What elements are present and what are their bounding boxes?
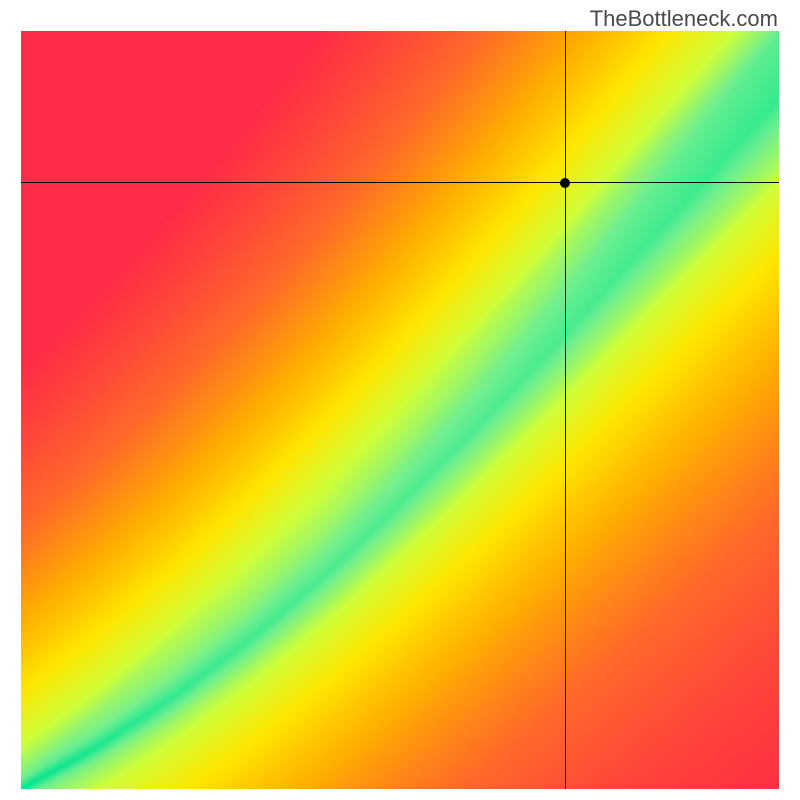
crosshair-vertical-line [565, 31, 566, 789]
watermark-text: TheBottleneck.com [590, 6, 778, 32]
heatmap-canvas [21, 31, 779, 789]
crosshair-marker-dot [560, 178, 570, 188]
heatmap-plot-area [21, 31, 779, 789]
crosshair-horizontal-line [21, 182, 779, 183]
